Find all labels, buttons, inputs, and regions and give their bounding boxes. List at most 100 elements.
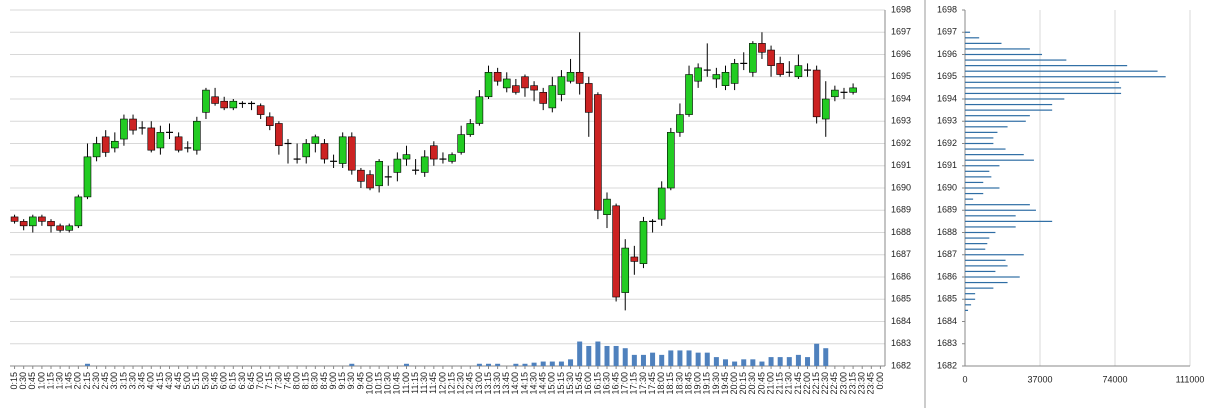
x-tick-label: 10:15 [374,372,384,395]
y-tick-label: 1692 [891,138,911,148]
x-tick-label: 19:30 [711,372,721,395]
y-tick-label: 1690 [891,182,911,192]
y-tick-label: 1694 [891,93,911,103]
candle-body [758,43,766,53]
volume-bar [805,357,811,366]
y-tick-label: 1683 [937,338,957,348]
y-tick-label: 1693 [937,116,957,126]
candle-body [712,74,721,80]
x-tick-label: 19:45 [720,372,730,395]
profile-bar [965,48,1030,50]
x-tick-label: 7:45 [282,372,292,390]
profile-bar [965,281,1008,284]
y-tick-label: 1696 [891,49,911,59]
volume-bar [495,363,501,366]
volume-bar [759,361,765,366]
x-tick-label: 3:30 [127,372,137,390]
x-tick-label: 0:00 [875,372,885,390]
profile-bar [965,53,1043,56]
x-tick-label: 6:30 [237,372,247,390]
x-tick-label: 23:30 [857,372,867,395]
candle-body [393,158,402,173]
profile-bar [965,181,984,184]
x-tick-label: 11:30 [419,372,429,394]
candle-body [320,143,329,160]
x-tick-label: 11:15 [410,372,420,394]
candle-body [338,136,347,164]
candle-body [101,136,110,153]
volume-bar [577,341,583,366]
profile-bar [965,59,1067,61]
candle-body [539,92,548,104]
candle-body [831,89,839,98]
x-tick-label: 5:00 [182,372,192,390]
x-tick-label: 14:45 [538,372,548,395]
profile-bar [965,81,1120,83]
candle-body [265,116,274,127]
candle-body [256,105,265,115]
volume-bar [595,341,601,366]
profile-bar [965,187,1000,189]
y-tick-label: 1684 [891,316,911,326]
y-tick-label: 1698 [891,4,911,14]
x-tick-label: 12:30 [456,372,466,395]
x-tick-label: 5:45 [209,372,219,390]
y-tick-label: 1688 [937,227,957,237]
profile-bar [965,204,1030,206]
candle-body [794,65,803,78]
candle-body [694,67,702,82]
volume-bar [549,361,555,366]
profile-bar [965,265,1008,267]
x-tick-label: 16:00 [583,372,593,395]
candle-body [311,136,320,144]
candle-body [639,221,648,264]
profile-bar [965,304,972,306]
x-tick-label: 5:30 [200,372,210,390]
x-tick-label: 2:45 [100,372,110,390]
candle-body [657,187,666,220]
candle-body [92,143,101,158]
candle-body [220,100,228,109]
y-tick-label: 1697 [891,27,911,37]
profile-bar [965,98,1065,100]
x-tick-label: 6:15 [228,372,238,390]
x-tick-label: 8:30 [310,372,320,390]
x-tick-label: 11:45 [428,372,438,394]
x-tick-label: 0:15 [9,372,19,390]
candle-body [448,154,456,162]
x-tick-label: 10:30 [383,372,393,395]
x-tick-label: 7:30 [273,372,283,390]
x-tick-label: 0:30 [18,372,28,390]
profile-bar [965,109,1053,111]
profile-bar [965,170,990,172]
x-tick-label: 8:15 [301,372,311,390]
profile-bar [965,115,1030,117]
y-tick-label: 1695 [891,71,911,81]
profile-bar [965,92,1122,95]
candle-body [275,123,283,147]
y-tick-label: 1689 [891,205,911,215]
profile-bar [965,154,1024,156]
volume-bar [795,354,801,366]
x-tick-label: 10:45 [392,372,402,395]
candle-body [557,76,566,95]
candle-body [65,225,74,231]
y-tick-label: 1684 [937,316,957,326]
y-tick-label: 1687 [937,249,957,259]
profile-bar [965,215,1016,217]
volume-bar [513,363,519,366]
profile-bar [965,103,1053,106]
volume-bar [786,357,792,366]
profile-bar [965,176,992,178]
profile-bar [965,148,1006,150]
x-tick-label: 3:45 [137,372,147,390]
x-tick-label: 4:15 [155,372,165,390]
candle-body [402,154,411,160]
candle-body [749,43,757,73]
profile-bar [965,237,990,239]
profile-bar [965,254,1024,256]
candle-body [366,174,374,189]
profile-bar [965,220,1053,222]
volume-bar [741,359,747,366]
volume-bar [640,354,646,366]
